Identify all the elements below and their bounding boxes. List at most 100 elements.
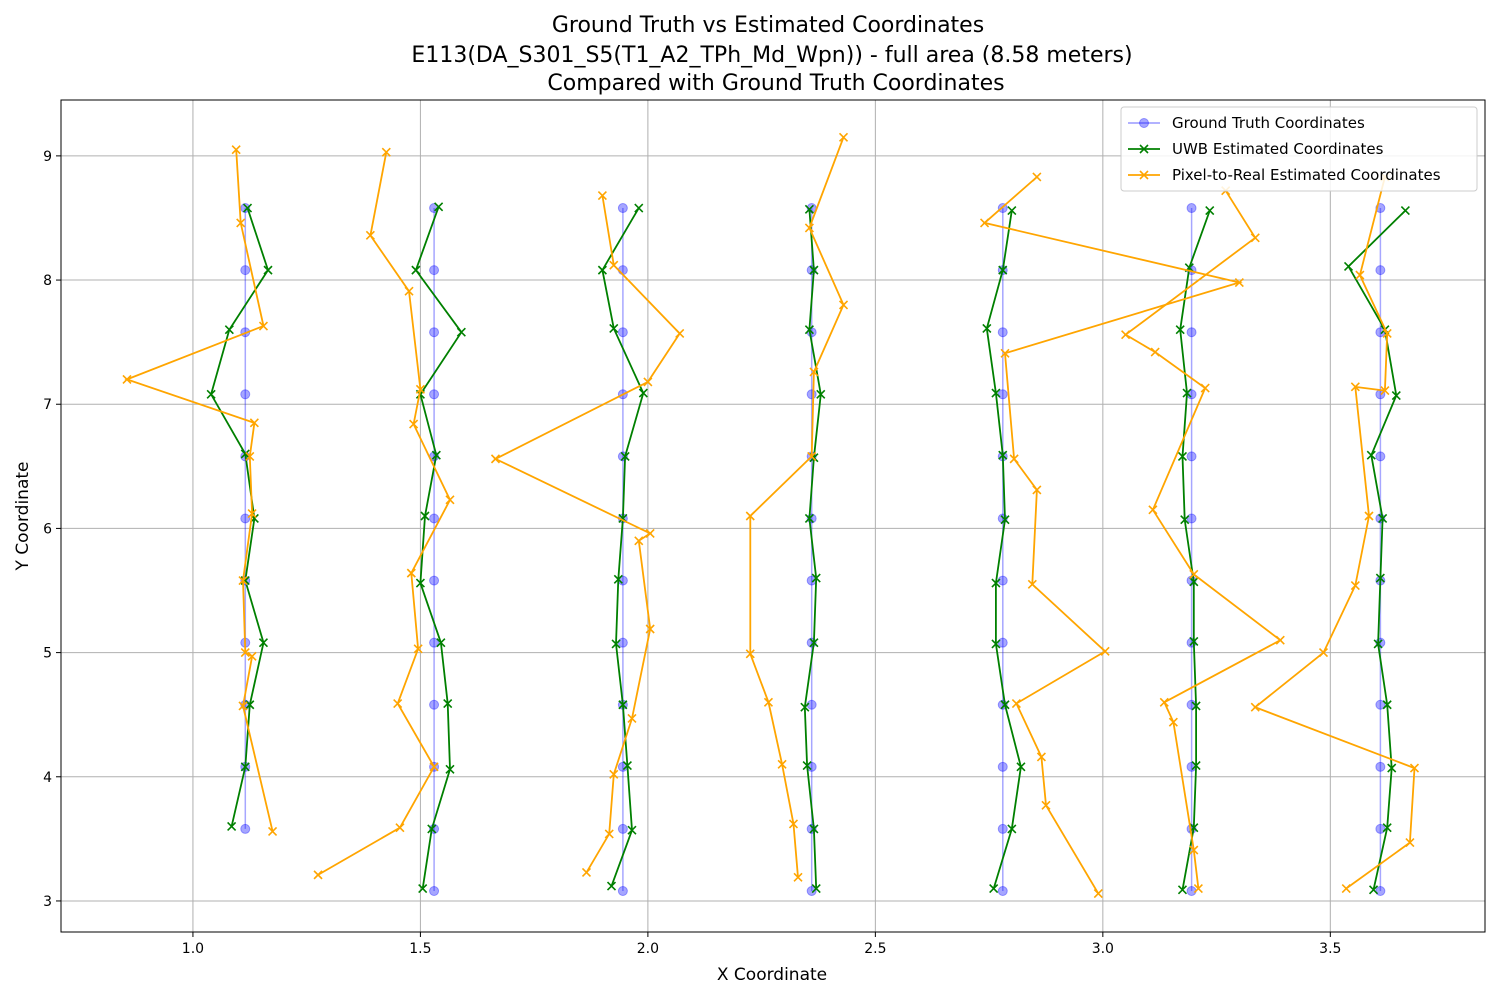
- pixel-to-real-estimate-point: [1093, 888, 1103, 899]
- uwb-estimate-point: [263, 265, 273, 275]
- ground-truth-point: [997, 761, 1008, 772]
- plot-area-frame: [60, 99, 1486, 933]
- pixel-to-real-estimate-point: [1036, 752, 1046, 762]
- uwb-estimate-point: [638, 388, 648, 398]
- uwb-estimate-point: [1205, 205, 1215, 216]
- y-tick-label: 5: [43, 646, 52, 662]
- ground-truth-point: [997, 886, 1008, 897]
- x-axis-label: X Coordinate: [717, 965, 827, 985]
- legend-box: [1120, 106, 1478, 192]
- ground-truth-point: [1186, 451, 1197, 462]
- uwb-estimate-line: [414, 206, 463, 889]
- uwb-estimate-point: [613, 574, 623, 584]
- ground-truth-point: [1186, 203, 1197, 214]
- uwb-estimate-point: [1177, 451, 1188, 461]
- pixel-to-real-estimate-point: [745, 649, 755, 659]
- uwb-estimate-point: [1000, 515, 1010, 525]
- y-tick-label: 4: [43, 770, 52, 786]
- pixel-to-real-estimate-point: [267, 826, 278, 836]
- uwb-estimate-point: [804, 204, 814, 214]
- ground-truth-point: [429, 327, 440, 338]
- pixel-to-real-estimate-point: [1234, 277, 1244, 288]
- pixel-to-real-estimate-point: [1000, 348, 1010, 358]
- uwb-estimate-point: [1177, 885, 1188, 895]
- ground-truth-point: [1186, 513, 1197, 524]
- uwb-estimate-point: [1378, 513, 1388, 524]
- uwb-estimate-point: [627, 825, 637, 835]
- uwb-estimate-point: [809, 638, 819, 648]
- uwb-estimate-point: [445, 764, 455, 774]
- pixel-to-real-estimate-point: [634, 536, 644, 546]
- pixel-to-real-estimate-point: [1032, 485, 1042, 495]
- uwb-estimate-point: [611, 639, 621, 649]
- uwb-estimate-point: [1366, 450, 1376, 460]
- pixel-to-real-estimate-point: [415, 384, 425, 394]
- pixel-to-real-estimate-point: [122, 374, 132, 384]
- x-tick-label: 2.0: [637, 941, 659, 957]
- pixel-to-real-estimate-line: [1123, 190, 1282, 889]
- legend-label: UWB Estimated Coordinates: [1172, 140, 1384, 158]
- pixel-to-real-estimate-point: [247, 651, 257, 661]
- pixel-to-real-estimate-point: [445, 495, 455, 505]
- pixel-to-real-estimate-line: [493, 195, 681, 873]
- ground-truth-point: [997, 823, 1008, 834]
- uwb-estimate-point: [991, 578, 1001, 588]
- pixel-to-real-estimate-point: [804, 223, 814, 233]
- pixel-to-real-estimate-point: [643, 377, 653, 387]
- ground-truth-point: [240, 389, 251, 400]
- pixel-to-real-estimate-point: [979, 218, 990, 228]
- pixel-to-real-estimate-line: [982, 176, 1243, 894]
- uwb-estimate-point: [800, 702, 810, 712]
- ground-truth-point: [240, 265, 251, 276]
- uwb-estimate-point: [1191, 701, 1201, 711]
- pixel-to-real-estimate-point: [745, 511, 755, 521]
- uwb-estimate-point: [242, 203, 253, 213]
- uwb-estimate-point: [1000, 700, 1010, 710]
- ground-truth-point: [1375, 761, 1386, 772]
- pixel-to-real-estimate-point: [1041, 800, 1051, 810]
- ground-truth-point: [429, 575, 440, 586]
- legend-label: Ground Truth Coordinates: [1172, 114, 1365, 132]
- uwb-estimate-point: [415, 578, 425, 588]
- legend-swatch-point: [1139, 170, 1149, 180]
- uwb-estimate-point: [991, 639, 1001, 649]
- pixel-to-real-estimate-point: [1189, 845, 1199, 855]
- ground-truth-point: [240, 513, 251, 524]
- pixel-to-real-estimate-point: [404, 286, 414, 296]
- uwb-estimate-point: [1191, 761, 1201, 771]
- pixel-to-real-estimate-point: [381, 147, 391, 157]
- pixel-to-real-estimate-line: [317, 152, 452, 876]
- uwb-estimate-point: [634, 203, 644, 213]
- y-tick-label: 3: [43, 894, 52, 910]
- y-tick-label: 7: [43, 397, 52, 413]
- chart-title-line-2: E113(DA_S301_S5(T1_A2_TPh_Md_Wpn)) - ful…: [411, 43, 1132, 68]
- ground-truth-point: [429, 265, 440, 276]
- legend-entry-ground-truth: Ground Truth Coordinates: [1128, 114, 1365, 132]
- uwb-estimate-point: [998, 265, 1008, 275]
- uwb-estimate-point: [1175, 325, 1185, 335]
- ground-truth-point: [1375, 823, 1386, 834]
- ground-truth-point: [997, 637, 1008, 648]
- pixel-to-real-estimate-point: [1250, 702, 1260, 712]
- pixel-to-real-estimate-point: [1011, 698, 1021, 709]
- uwb-estimate-line: [803, 209, 822, 889]
- uwb-estimate-line: [1179, 210, 1211, 890]
- ground-truth-point: [1375, 699, 1386, 710]
- pixel-to-real-estimate-point: [1275, 635, 1285, 645]
- pixel-to-real-estimate-point: [245, 451, 255, 461]
- uwb-estimate-line: [1347, 209, 1407, 890]
- ground-truth-point: [1375, 886, 1386, 897]
- uwb-estimate-point: [434, 202, 444, 212]
- pixel-to-real-estimate-point: [1189, 569, 1199, 579]
- uwb-estimate-point: [227, 821, 237, 832]
- uwb-estimate-point: [609, 323, 619, 334]
- uwb-estimate-point: [1368, 885, 1379, 895]
- uwb-estimate-point: [206, 389, 216, 399]
- uwb-estimate-point: [606, 881, 617, 891]
- ground-truth-point: [429, 699, 440, 710]
- ground-truth-point: [997, 575, 1008, 586]
- uwb-estimate-point: [1400, 205, 1410, 216]
- pixel-to-real-estimate-point: [238, 701, 248, 711]
- ground-truth-point: [806, 389, 817, 400]
- ground-truth-point: [1186, 327, 1197, 338]
